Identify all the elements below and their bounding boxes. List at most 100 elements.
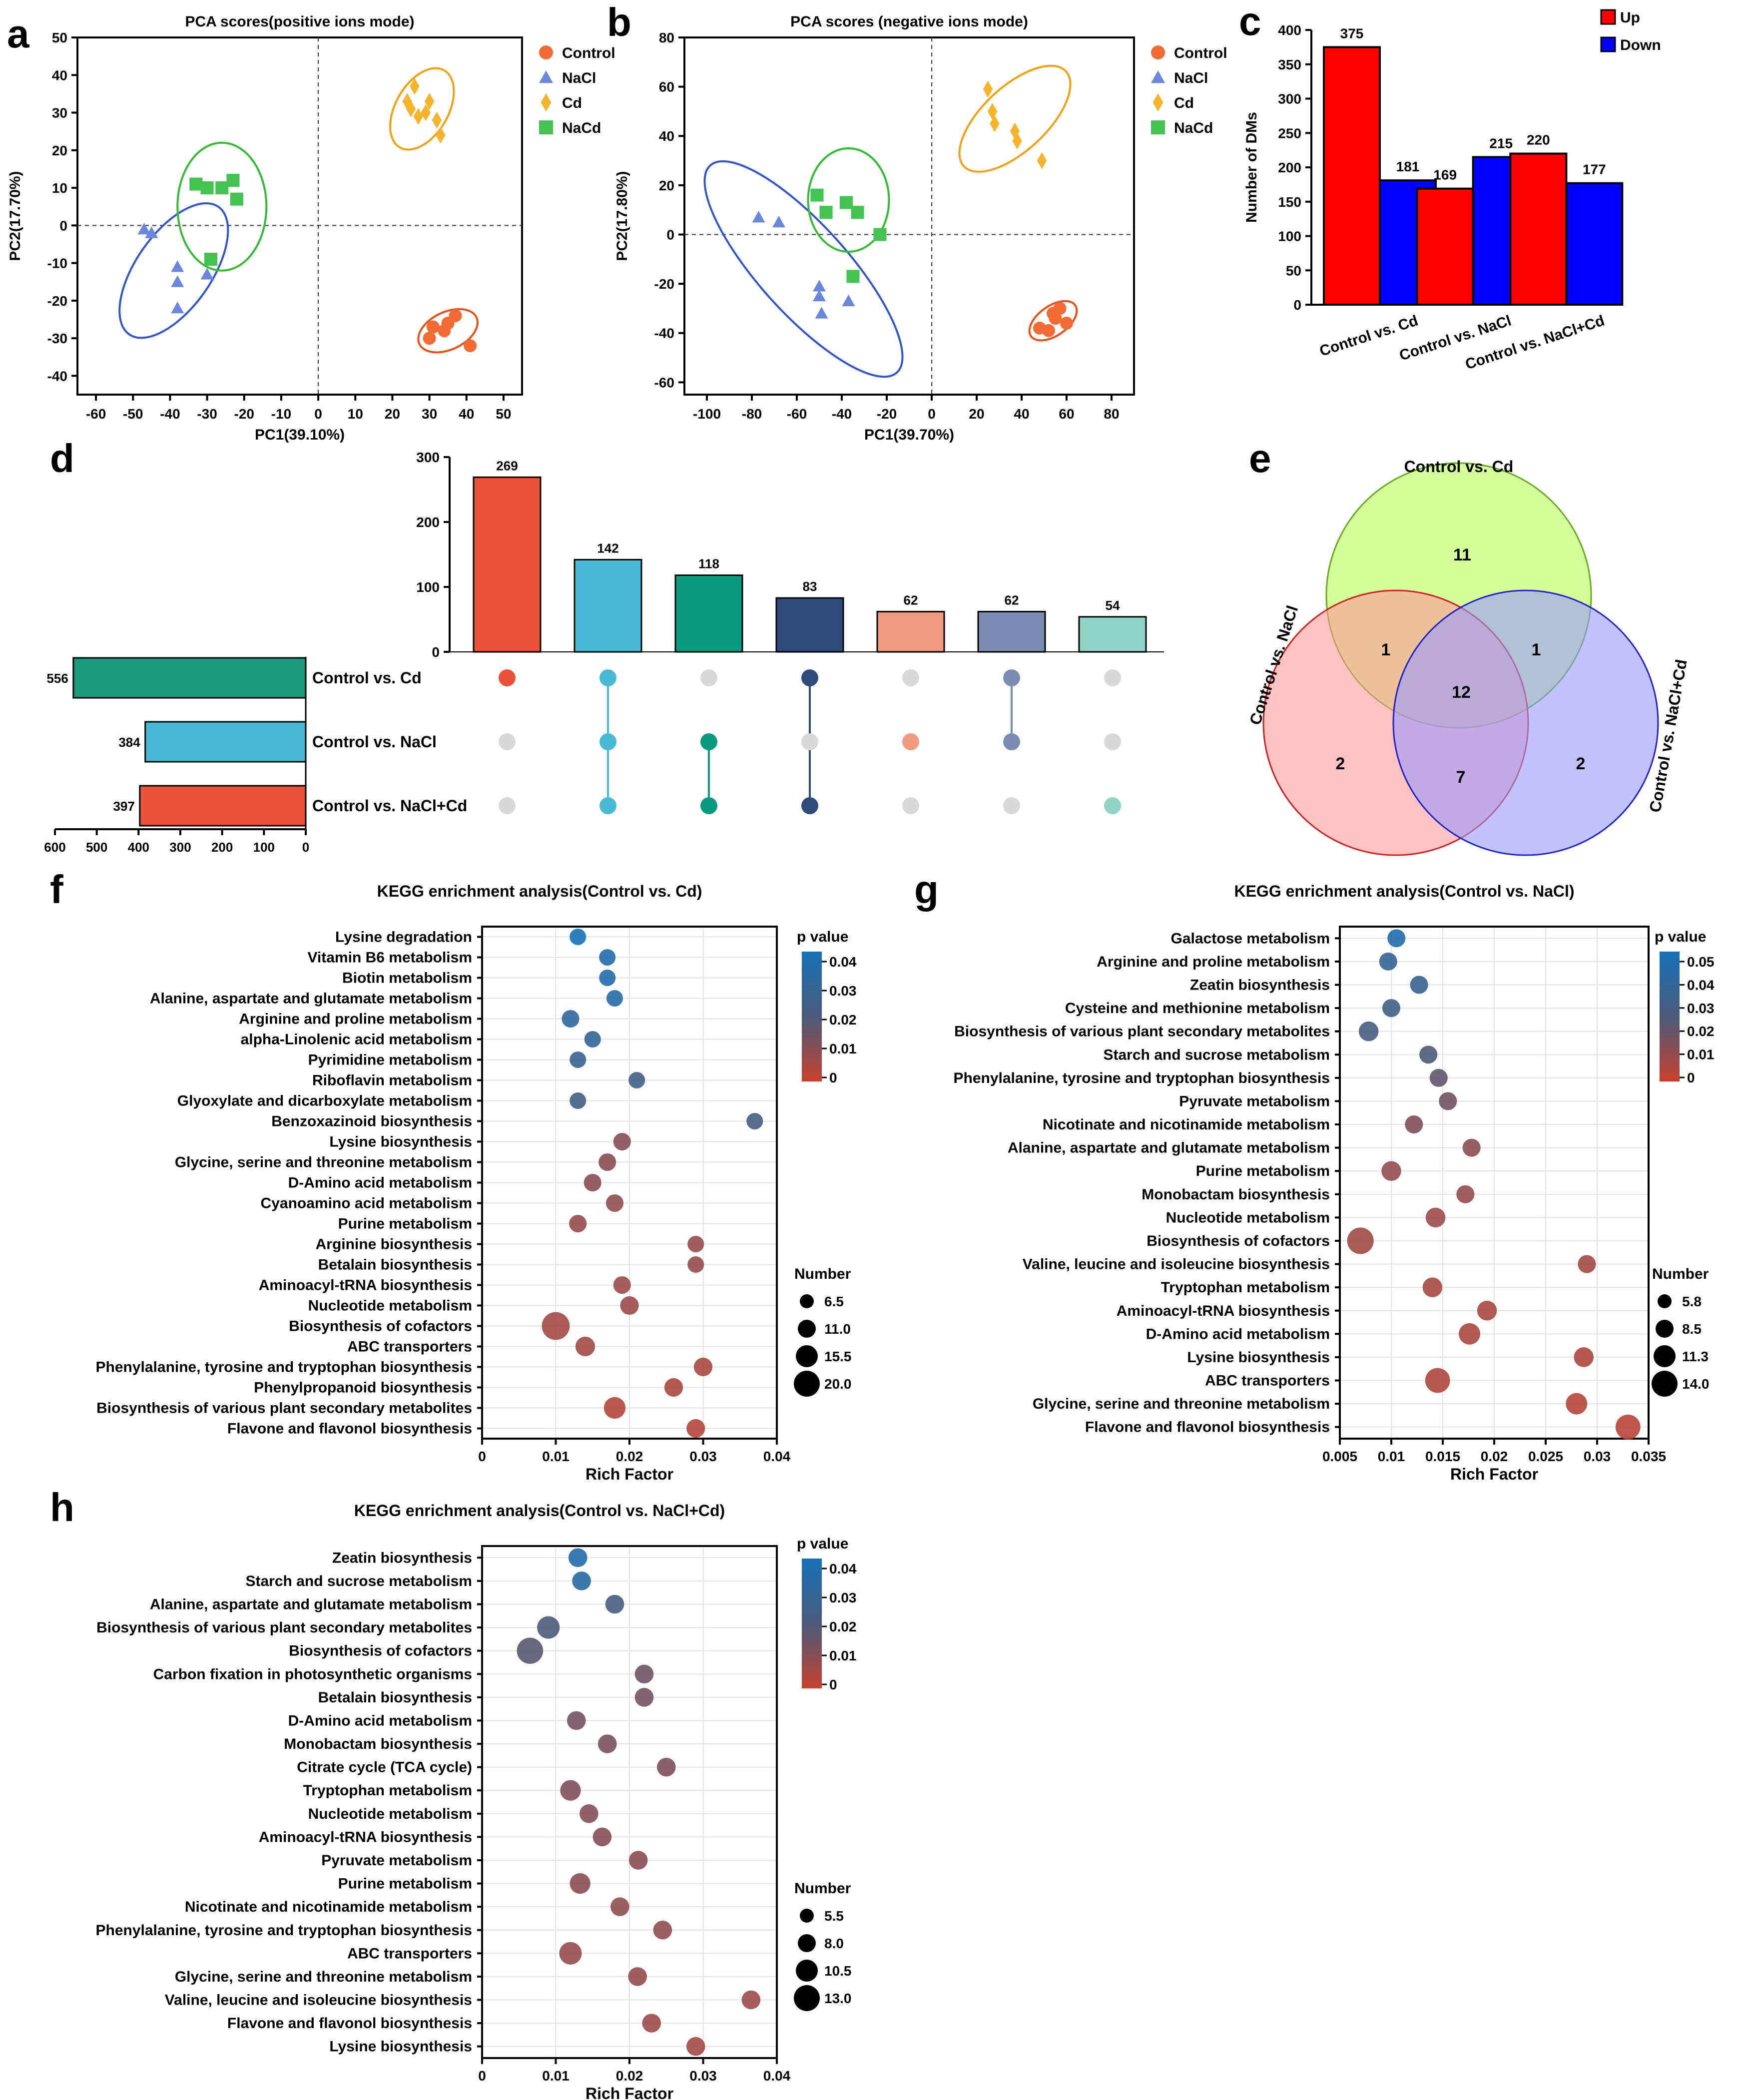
pca-point-nacl [137,222,151,235]
upset-dot-inactive [1104,733,1121,750]
bar-c-value-label: 220 [1527,132,1550,148]
venn-count: 2 [1576,754,1586,773]
kegg-colorbar-label: 0.04 [1687,977,1715,993]
kegg-xtick-label: 0.015 [1425,1449,1460,1464]
upset-bar-label: 83 [803,579,817,594]
upset-bar-label: 142 [597,540,618,555]
upset-dot-active [1104,797,1121,814]
upset-dot-inactive [499,797,516,814]
kegg-term-label: Biotin metabolism [342,970,472,987]
kegg-term-label: Tryptophan metabolism [1161,1279,1330,1296]
kegg-bubble [613,1276,631,1294]
pca-xtick-label-a: 50 [496,406,511,422]
kegg-xtick-label: 0.03 [1584,1449,1611,1464]
upset-bar-label: 62 [1005,592,1019,607]
legend-marker-control [539,45,553,59]
kegg-size-marker [796,1960,818,1982]
kegg-bubble [599,969,616,987]
kegg-size-marker [794,1985,820,2011]
legend-label-nacd: NaCd [1174,120,1213,136]
kegg-size-label: 11.3 [1682,1349,1709,1364]
kegg-term-label: Lysine biosynthesis [329,2039,472,2055]
kegg-bubble [1382,999,1401,1018]
upset-set-tick-label: 500 [86,840,107,855]
pca-ytick-label-a: 30 [52,105,67,121]
pca-xtick-label-a: 30 [422,406,437,422]
kegg-color-title: p value [797,929,848,945]
pca-ellipse-nacd [176,141,268,272]
pca-ytick-label-a: 10 [52,180,67,196]
kegg-term-label: Purine metabolism [338,1876,472,1892]
kegg-bubble [1425,1207,1446,1228]
kegg-size-marker [800,1294,814,1308]
pca-point-nacl [171,275,184,287]
kegg-title-f: KEGG enrichment analysis(Control vs. Cd) [377,882,702,900]
pca-ytick-label-b: -40 [654,326,674,341]
pca-ytick-label-a: 20 [52,143,67,158]
pca-xtick-label-a: -40 [160,406,180,422]
upset-bar-label: 62 [904,592,918,607]
kegg-size-marker [798,1934,816,1952]
pca-point-nacl [145,226,158,238]
kegg-bubble [686,2037,705,2056]
kegg-bubble [1425,1368,1450,1393]
pca-point-nacd [846,270,860,283]
kegg-size-label: 5.8 [1682,1294,1702,1309]
pca-xtick-label-b: -100 [693,406,721,422]
kegg-bubble [542,1312,570,1340]
upset-bar [574,558,642,653]
kegg-term-label: Cysteine and methionine metabolism [1065,1000,1330,1017]
kegg-bubble [570,928,586,946]
kegg-bubble [537,1616,560,1639]
kegg-bubble [583,1173,601,1192]
pca-ellipse-nacd [807,147,890,253]
pca-point-cd [406,100,416,117]
kegg-term-label: Carbon fixation in photosynthetic organi… [153,1666,472,1682]
kegg-bubble [575,1336,595,1357]
pca-ellipse-control [417,308,479,354]
kegg-bubble [570,1051,586,1068]
bar-c-value-label: 177 [1583,162,1606,177]
pca-point-cd [421,104,431,121]
pca-point-nacd [189,177,203,191]
venn-count: 1 [1381,640,1391,659]
kegg-colorbar-label: 0 [1687,1070,1695,1085]
upset-ytick-label: 0 [432,644,440,660]
kegg-colorbar-label: 0 [829,1677,837,1692]
legend-marker-nacl [539,70,553,83]
kegg-term-label: Flavone and flavonol biosynthesis [227,2015,472,2032]
kegg-term-label: Biosynthesis of cofactors [289,1643,472,1659]
pca-point-cd [990,115,1000,132]
kegg-xtick-label: 0.02 [616,2068,643,2084]
kegg-bubble [568,1548,587,1568]
kegg-size-title: Number [1652,1266,1709,1282]
kegg-size-label: 15.5 [824,1349,852,1364]
pca-ytick-label-b: 40 [659,128,674,144]
upset-bar [674,574,743,653]
kegg-size-title: Number [794,1266,851,1282]
upset-dot-inactive [499,733,516,750]
kegg-bubble [1477,1300,1497,1321]
kegg-size-label: 5.5 [824,1908,844,1924]
kegg-xlabel-h: Rich Factor [585,2085,673,2100]
bar-c-value-label: 169 [1433,167,1457,183]
kegg-colorbar-label: 0.03 [829,983,857,999]
pca-xtick-label-a: -20 [234,406,254,422]
pca-ytick-label-a: 0 [59,218,67,233]
kegg-xtick-label: 0.02 [616,1449,643,1464]
kegg-size-marker [800,1909,814,1923]
kegg-term-label: Betalain biosynthesis [318,1257,472,1273]
pca-xlabel-a: PC1(39.10%) [255,427,345,443]
pca-frame-b [683,36,1135,396]
kegg-bubble [634,1688,654,1707]
kegg-term-label: Biosynthesis of various plant secondary … [96,1619,472,1636]
kegg-bubble [628,1851,648,1870]
kegg-term-label: Alanine, aspartate and glutamate metabol… [150,991,472,1007]
kegg-term-label: Phenylpropanoid biosynthesis [254,1380,472,1396]
pca-ytick-label-a: -40 [47,368,67,384]
bar-c-legend-label: Down [1620,37,1661,53]
kegg-bubble [620,1296,639,1315]
upset-dot-active [902,733,919,750]
pca-point-cd [983,80,993,98]
pca-xtick-label-a: 10 [348,406,363,422]
